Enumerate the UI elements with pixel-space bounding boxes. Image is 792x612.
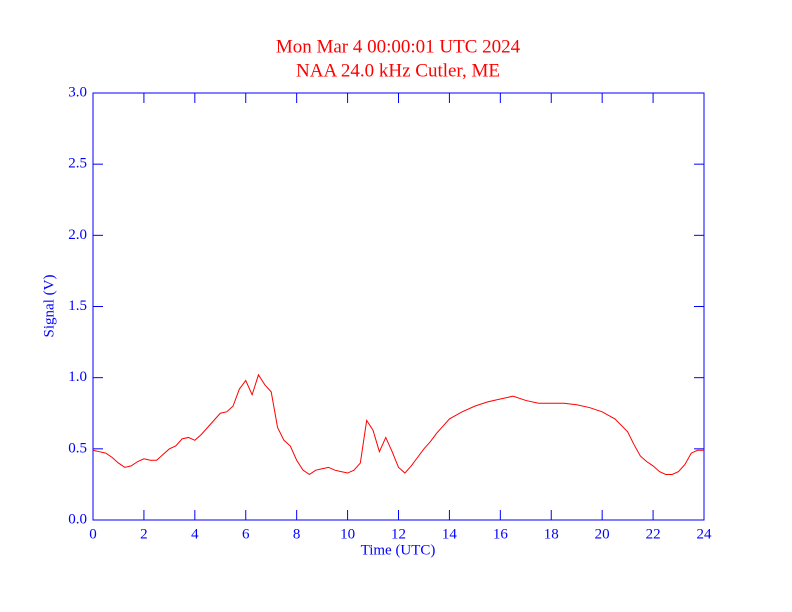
x-tick-label: 16: [493, 526, 509, 542]
x-tick-label: 6: [242, 526, 250, 542]
y-tick-label: 0.0: [68, 511, 87, 527]
x-tick-label: 22: [646, 526, 661, 542]
chart-title: Mon Mar 4 00:00:01 UTC 2024: [276, 36, 521, 57]
x-tick-label: 12: [391, 526, 406, 542]
x-tick-label: 14: [442, 526, 458, 542]
y-tick-label: 2.0: [68, 227, 87, 243]
x-tick-label: 2: [140, 526, 148, 542]
x-tick-label: 20: [595, 526, 610, 542]
x-tick-label: 10: [340, 526, 355, 542]
chart-subtitle: NAA 24.0 kHz Cutler, ME: [296, 60, 500, 81]
x-tick-label: 0: [89, 526, 97, 542]
x-tick-label: 4: [191, 526, 199, 542]
y-tick-label: 1.0: [68, 369, 87, 385]
y-tick-label: 0.5: [68, 440, 87, 456]
data-line: [92, 373, 704, 476]
x-tick-label: 24: [697, 526, 713, 542]
x-tick-label: 18: [544, 526, 559, 542]
y-tick-label: 2.5: [68, 156, 87, 172]
y-axis-label: Signal (V): [41, 275, 57, 338]
plot-frame: [92, 92, 705, 521]
x-tick-label: 8: [293, 526, 301, 542]
y-tick-label: 3.0: [68, 84, 87, 100]
x-axis-label: Time (UTC): [361, 542, 436, 558]
y-tick-label: 1.5: [68, 298, 87, 314]
